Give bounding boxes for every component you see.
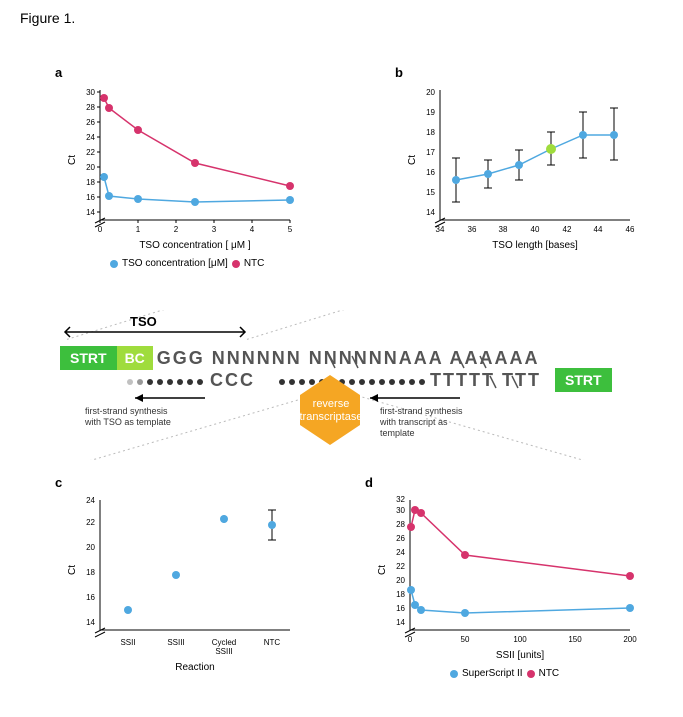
legend-dot-icon xyxy=(110,260,118,268)
svg-text:30: 30 xyxy=(396,506,405,515)
svg-text:2: 2 xyxy=(174,225,179,234)
svg-text:42: 42 xyxy=(563,225,572,234)
svg-text:SSIII: SSIII xyxy=(167,638,184,647)
svg-text:5: 5 xyxy=(288,225,293,234)
svg-text:Reaction: Reaction xyxy=(175,662,214,673)
svg-text:SSII [units]: SSII [units] xyxy=(496,650,545,661)
svg-text:40: 40 xyxy=(531,225,540,234)
svg-text:0: 0 xyxy=(408,635,413,644)
svg-text:Cycled: Cycled xyxy=(212,638,236,647)
chart-a: 14 16 18 20 22 24 26 28 30 0 1 2 3 4 5 C… xyxy=(60,80,310,260)
svg-text:18: 18 xyxy=(86,178,95,187)
svg-text:3: 3 xyxy=(212,225,217,234)
svg-text:NTC: NTC xyxy=(264,638,281,647)
svg-text:16: 16 xyxy=(426,168,435,177)
panel-c: c 14 16 18 20 22 24 SSII SSIII CycledSSI… xyxy=(60,490,310,680)
legend-a-1: TSO concentration [μM] xyxy=(122,258,228,269)
svg-text:15: 15 xyxy=(426,188,435,197)
svg-text:TSO length [bases]: TSO length [bases] xyxy=(492,240,578,251)
svg-text:44: 44 xyxy=(594,225,603,234)
legend-d-1: SuperScript II xyxy=(462,668,523,679)
strt-box: STRT xyxy=(60,346,117,370)
seq-top: GGG NNNNNN NNNNNNAAA AAAAAA xyxy=(157,348,540,369)
svg-text:150: 150 xyxy=(568,635,582,644)
svg-text:18: 18 xyxy=(426,128,435,137)
legend-dot-icon xyxy=(450,670,458,678)
svg-text:Ct: Ct xyxy=(407,155,418,165)
seq-ccc: CCC xyxy=(210,370,255,391)
hexagon-label: reversetranscriptase xyxy=(292,398,370,424)
panel-d-label: d xyxy=(365,475,373,490)
svg-text:30: 30 xyxy=(86,88,95,97)
svg-text:24: 24 xyxy=(396,548,405,557)
svg-text:18: 18 xyxy=(86,568,95,577)
svg-text:18: 18 xyxy=(396,590,405,599)
svg-text:26: 26 xyxy=(396,534,405,543)
panel-c-label: c xyxy=(55,475,62,490)
strt-box-right-wrap: STRT xyxy=(555,368,612,392)
svg-text:100: 100 xyxy=(513,635,527,644)
svg-text:36: 36 xyxy=(468,225,477,234)
panel-b: b 14 15 16 17 18 19 20 34 36 38 40 42 44… xyxy=(400,80,650,260)
svg-text:14: 14 xyxy=(396,618,405,627)
svg-text:50: 50 xyxy=(461,635,470,644)
legend-dot-icon xyxy=(527,670,535,678)
svg-text:20: 20 xyxy=(396,576,405,585)
right-caption: first-strand synthesiswith transcript as… xyxy=(380,406,500,438)
chart-b: 14 15 16 17 18 19 20 34 36 38 40 42 44 4… xyxy=(400,80,650,260)
legend-a-2: NTC xyxy=(244,258,265,269)
svg-text:20: 20 xyxy=(86,163,95,172)
svg-text:0: 0 xyxy=(98,225,103,234)
svg-text:16: 16 xyxy=(86,593,95,602)
left-caption: first-strand synthesiswith TSO as templa… xyxy=(85,406,205,428)
svg-text:22: 22 xyxy=(396,562,405,571)
seq-ttt: TTTTT TTT xyxy=(430,370,541,391)
svg-text:14: 14 xyxy=(86,618,95,627)
legend-dot-icon xyxy=(232,260,240,268)
svg-text:14: 14 xyxy=(426,208,435,217)
panel-b-label: b xyxy=(395,65,403,80)
svg-text:28: 28 xyxy=(396,520,405,529)
svg-text:SSII: SSII xyxy=(120,638,135,647)
svg-text:22: 22 xyxy=(86,518,95,527)
svg-text:17: 17 xyxy=(426,148,435,157)
svg-text:22: 22 xyxy=(86,148,95,157)
svg-text:1: 1 xyxy=(136,225,141,234)
panel-a-label: a xyxy=(55,65,62,80)
chart-d: 14 16 18 20 22 24 26 28 30 32 0 50 100 1… xyxy=(370,490,650,670)
svg-text:Ct: Ct xyxy=(67,565,78,575)
panel-a: a 14 16 18 20 22 24 26 28 30 0 1 2 3 4 xyxy=(60,80,310,260)
svg-text:Ct: Ct xyxy=(67,155,78,165)
svg-text:34: 34 xyxy=(436,225,445,234)
svg-text:Ct: Ct xyxy=(377,565,388,575)
svg-text:32: 32 xyxy=(396,495,405,504)
figure-title: Figure 1. xyxy=(20,10,75,26)
svg-text:20: 20 xyxy=(426,88,435,97)
legend-d-2: NTC xyxy=(539,668,560,679)
svg-text:24: 24 xyxy=(86,133,95,142)
diagram: TSO STRT BC GGG NNNNNN NNNNNNAAA AAAAAA … xyxy=(60,310,620,460)
svg-text:20: 20 xyxy=(86,543,95,552)
svg-text:SSIII: SSIII xyxy=(215,647,232,656)
svg-text:16: 16 xyxy=(86,193,95,202)
svg-text:200: 200 xyxy=(623,635,637,644)
svg-text:16: 16 xyxy=(396,604,405,613)
strt-box-right: STRT xyxy=(555,368,612,392)
panel-d: d 14 16 18 20 22 24 26 28 30 32 0 50 100… xyxy=(370,490,650,690)
svg-text:19: 19 xyxy=(426,108,435,117)
svg-text:TSO concentration [ μM ]: TSO concentration [ μM ] xyxy=(139,240,251,251)
legend-a: TSO concentration [μM] NTC xyxy=(110,258,264,269)
bc-box: BC xyxy=(117,346,153,370)
svg-text:46: 46 xyxy=(626,225,635,234)
chart-c: 14 16 18 20 22 24 SSII SSIII CycledSSIII… xyxy=(60,490,310,680)
svg-text:26: 26 xyxy=(86,118,95,127)
legend-d: SuperScript II NTC xyxy=(450,668,559,679)
tso-label: TSO xyxy=(130,314,157,329)
svg-text:28: 28 xyxy=(86,103,95,112)
svg-text:24: 24 xyxy=(86,496,95,505)
svg-text:4: 4 xyxy=(250,225,255,234)
svg-text:14: 14 xyxy=(86,208,95,217)
svg-text:38: 38 xyxy=(499,225,508,234)
